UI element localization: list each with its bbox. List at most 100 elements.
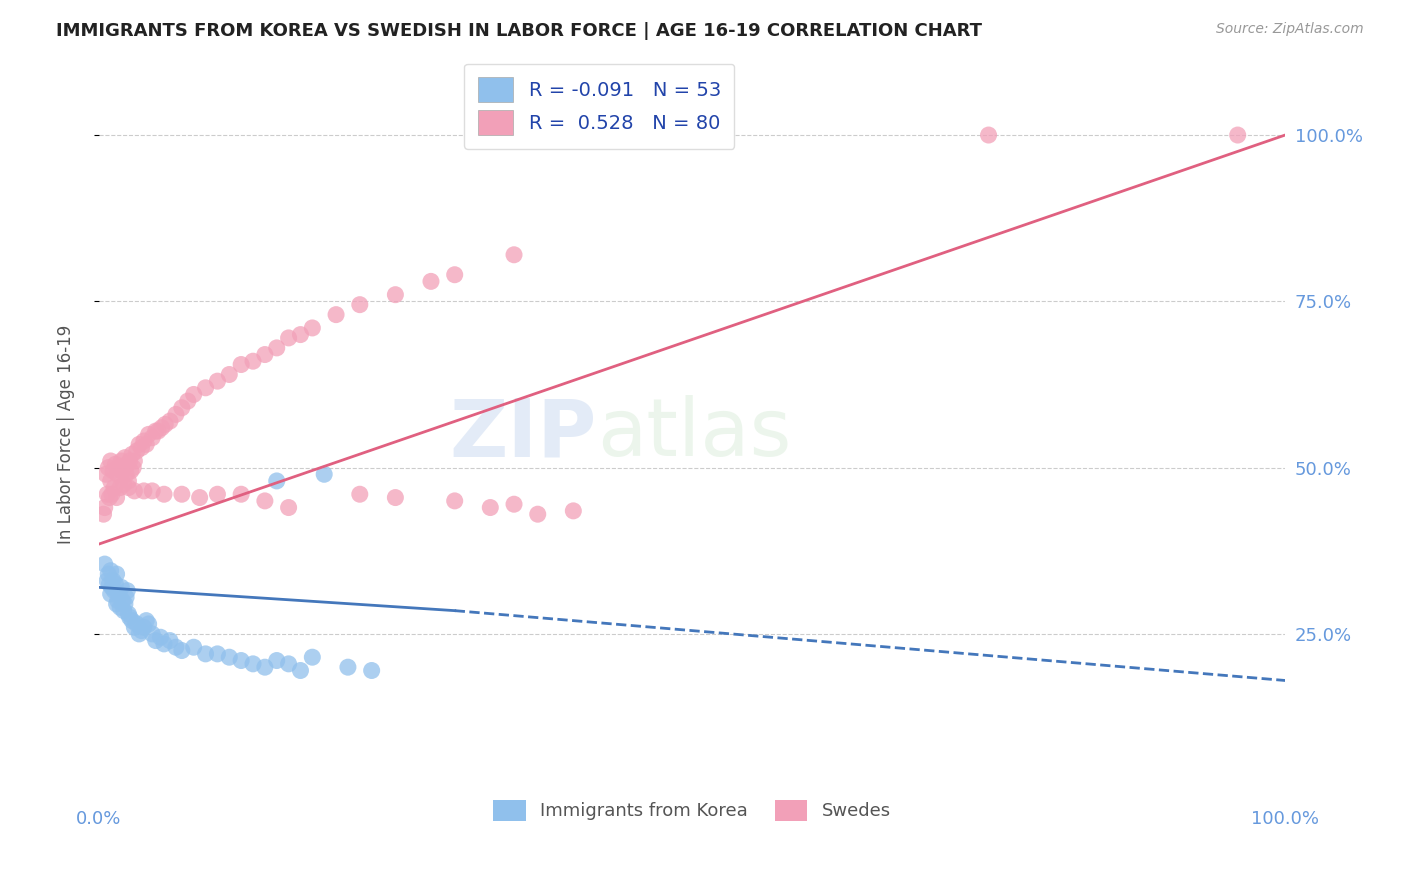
Point [93, 557, 115, 571]
Point [290, 664, 312, 678]
Point [132, 620, 155, 634]
Point [277, 657, 299, 671]
Point [97, 460, 120, 475]
Point [110, 580, 132, 594]
Point [218, 650, 240, 665]
Point [108, 481, 131, 495]
Point [98, 577, 121, 591]
Point [98, 491, 121, 505]
Point [277, 331, 299, 345]
Text: IMMIGRANTS FROM KOREA VS SWEDISH IN LABOR FORCE | AGE 16-19 CORRELATION CHART: IMMIGRANTS FROM KOREA VS SWEDISH IN LABO… [56, 22, 983, 40]
Point [121, 447, 143, 461]
Point [108, 587, 131, 601]
Point [115, 467, 138, 482]
Point [114, 450, 136, 465]
Point [479, 500, 502, 515]
Point [100, 454, 122, 468]
Text: ZIP: ZIP [450, 395, 598, 474]
Point [108, 460, 131, 475]
Point [112, 477, 135, 491]
Point [170, 643, 193, 657]
Point [384, 287, 406, 301]
Point [138, 616, 160, 631]
Point [277, 500, 299, 515]
Point [266, 341, 288, 355]
Point [131, 441, 153, 455]
Point [150, 421, 173, 435]
Point [290, 327, 312, 342]
Point [266, 654, 288, 668]
Point [101, 574, 124, 588]
Point [97, 567, 120, 582]
Point [105, 491, 128, 505]
Legend: Immigrants from Korea, Swedes: Immigrants from Korea, Swedes [478, 785, 905, 835]
Point [96, 487, 118, 501]
Point [132, 483, 155, 498]
Point [100, 474, 122, 488]
Point [336, 660, 359, 674]
Point [159, 414, 181, 428]
Point [114, 597, 136, 611]
Point [145, 424, 167, 438]
Point [301, 650, 323, 665]
Point [183, 387, 205, 401]
Point [115, 591, 138, 605]
Point [153, 487, 176, 501]
Point [207, 374, 229, 388]
Text: atlas: atlas [598, 395, 792, 474]
Point [122, 460, 145, 475]
Point [103, 481, 125, 495]
Point [231, 487, 253, 501]
Point [117, 583, 139, 598]
Point [170, 487, 193, 501]
Point [443, 268, 465, 282]
Point [155, 417, 177, 432]
Point [207, 487, 229, 501]
Point [165, 640, 187, 655]
Point [325, 308, 347, 322]
Point [562, 504, 585, 518]
Point [135, 437, 157, 451]
Point [503, 497, 526, 511]
Point [103, 583, 125, 598]
Point [111, 464, 134, 478]
Point [117, 481, 139, 495]
Point [183, 640, 205, 655]
Point [93, 507, 115, 521]
Point [125, 616, 148, 631]
Point [132, 434, 155, 448]
Point [159, 633, 181, 648]
Point [253, 347, 276, 361]
Point [108, 600, 131, 615]
Point [118, 610, 141, 624]
Point [105, 597, 128, 611]
Text: Source: ZipAtlas.com: Source: ZipAtlas.com [1216, 22, 1364, 37]
Point [104, 458, 127, 472]
Point [141, 483, 163, 498]
Point [131, 624, 153, 638]
Point [218, 368, 240, 382]
Point [117, 458, 139, 472]
Point [503, 248, 526, 262]
Point [107, 467, 129, 482]
Point [93, 500, 115, 515]
Point [420, 274, 443, 288]
Point [443, 494, 465, 508]
Point [104, 577, 127, 591]
Point [145, 633, 167, 648]
Point [977, 128, 1000, 142]
Point [96, 574, 118, 588]
Point [149, 630, 172, 644]
Point [146, 424, 169, 438]
Point [117, 607, 139, 621]
Point [128, 627, 150, 641]
Point [105, 567, 128, 582]
Point [526, 507, 548, 521]
Point [194, 381, 217, 395]
Point [170, 401, 193, 415]
Point [101, 487, 124, 501]
Point [117, 474, 139, 488]
Point [128, 437, 150, 451]
Point [242, 354, 264, 368]
Point [107, 593, 129, 607]
